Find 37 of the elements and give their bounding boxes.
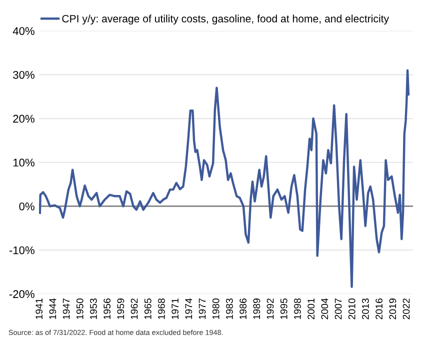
y-tick-label: 30% (13, 70, 34, 79)
x-tick-label: 1956 (104, 298, 111, 319)
x-tick-label: 2016 (376, 298, 382, 320)
x-tick-label: 1971 (172, 298, 179, 319)
x-tick-label: 1959 (117, 298, 124, 319)
line-series (39, 69, 410, 288)
x-tick-label: 1980 (212, 298, 220, 319)
y-tick-label: 20% (13, 114, 34, 123)
x-tick-label: 1962 (130, 298, 138, 319)
x-tick-label: 1986 (240, 298, 247, 319)
x-tick-label: 1998 (294, 298, 301, 319)
legend-label: CPI y/y: average of utility costs, gasoline, food at home, and electricity (62, 14, 390, 25)
x-tick-label: 2010 (348, 298, 356, 320)
x-tick-label: 1941 (36, 298, 43, 319)
x-tick-label: 1992 (266, 298, 274, 319)
x-tick-label: 1953 (90, 298, 97, 319)
y-tick-label: 10% (13, 158, 34, 167)
y-tick-label: 40% (12, 27, 34, 35)
x-tick-label: 2019 (389, 298, 396, 320)
x-tick-label: 1995 (280, 298, 288, 319)
x-tick-label: 1944 (49, 298, 56, 319)
x-tick-label: 2013 (362, 298, 369, 320)
x-tick-label: 1950 (76, 298, 84, 319)
x-tick-label: 2022 (402, 298, 410, 320)
x-tick-label: 1983 (226, 298, 233, 319)
x-tick-label: 1989 (253, 298, 260, 319)
y-tick-label: 0% (19, 202, 34, 210)
x-tick-label: 1974 (185, 298, 192, 319)
x-tick-label: 2004 (321, 298, 328, 320)
x-tick-label: 2007 (334, 298, 342, 320)
y-tick-label: -10% (9, 246, 34, 254)
x-tick-label: 1965 (144, 298, 152, 319)
x-tick-label: 1968 (158, 298, 165, 319)
y-tick-label: -20% (9, 290, 34, 298)
x-tick-label: 1977 (198, 298, 206, 319)
x-tick-label: 1947 (62, 298, 70, 319)
x-tick-label: 2001 (308, 298, 314, 320)
